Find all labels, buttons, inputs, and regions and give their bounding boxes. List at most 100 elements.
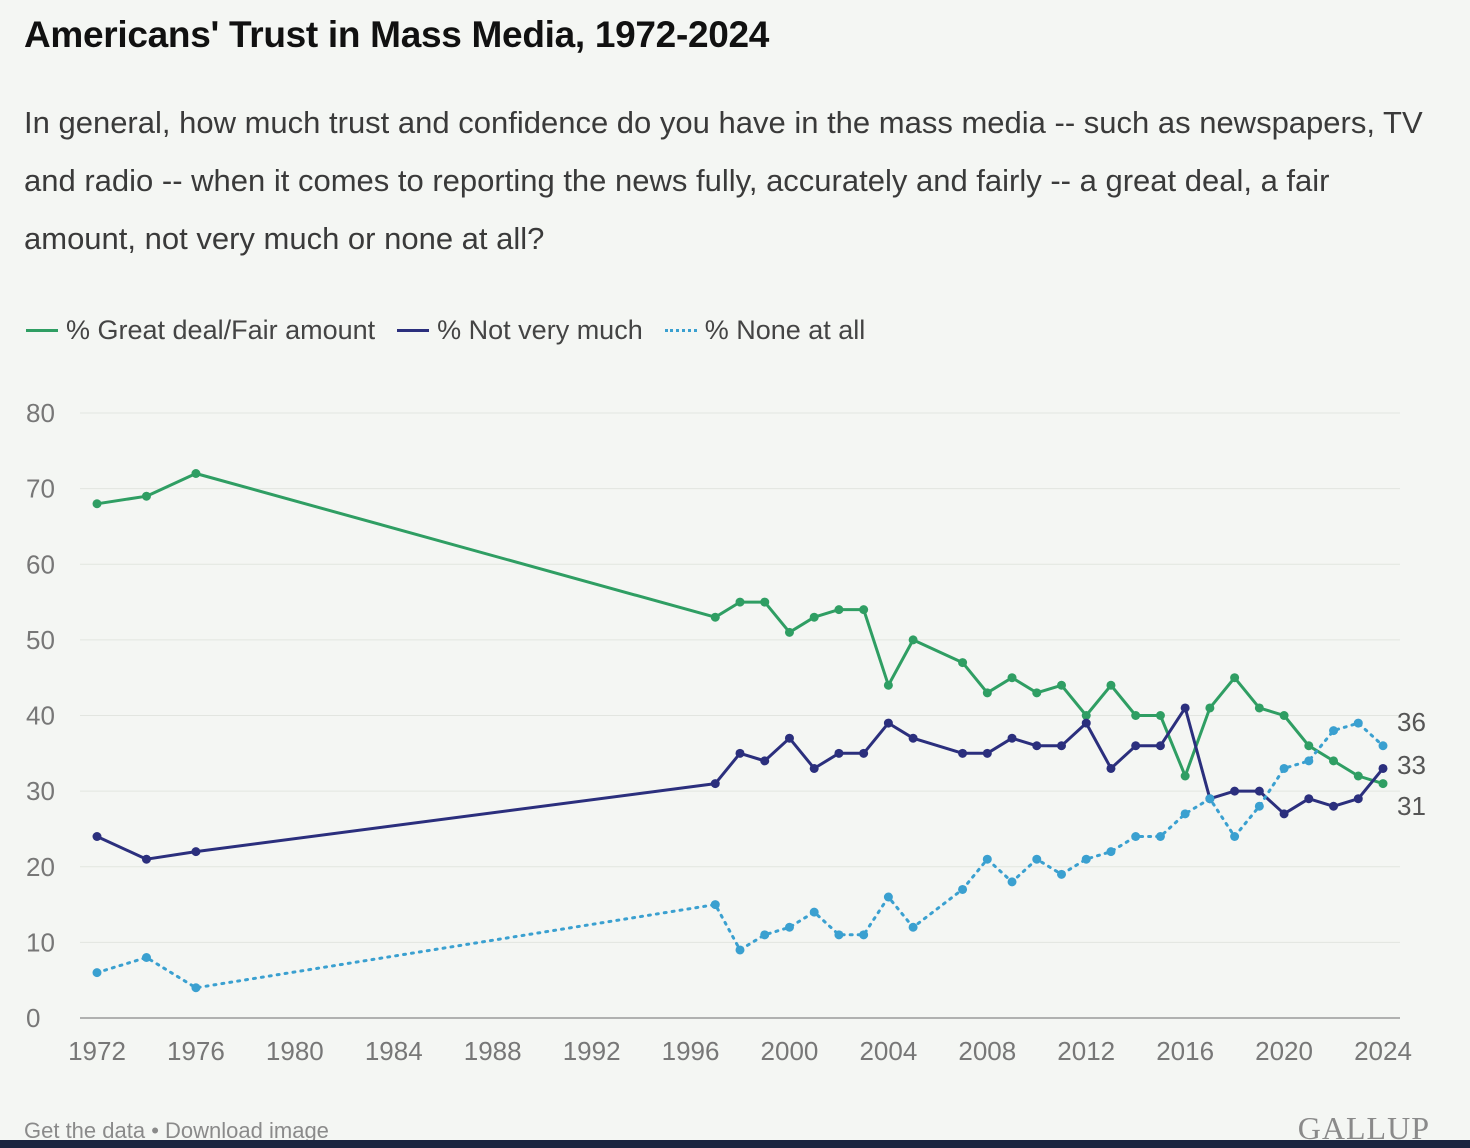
point-great-deal-1972	[92, 499, 102, 509]
legend-label-none-at-all: % None at all	[704, 314, 866, 345]
y-tick-label-30: 30	[26, 776, 55, 806]
y-tick-label-0: 0	[26, 1003, 40, 1033]
point-not-very-much-2007	[958, 748, 968, 758]
chart-subtitle: In general, how much trust and confidenc…	[24, 105, 1423, 256]
series-line-great-deal	[96, 472, 1384, 786]
point-none-at-all-2020	[1279, 763, 1289, 773]
get-data-link[interactable]: Get the data	[24, 1118, 146, 1143]
legend-item-none-at-all: % None at all	[664, 314, 866, 346]
point-not-very-much-2022	[1329, 801, 1339, 811]
point-not-very-much-2016	[1180, 703, 1190, 713]
point-none-at-all-1976	[191, 983, 201, 993]
download-image-link[interactable]: Download image	[165, 1118, 329, 1143]
y-tick-label-50: 50	[26, 625, 55, 655]
point-not-very-much-2003	[859, 748, 869, 758]
point-not-very-much-2021	[1304, 794, 1314, 804]
legend-label-great-deal: % Great deal/Fair amount	[66, 314, 376, 345]
point-none-at-all-2009	[1007, 877, 1017, 887]
legend-label-not-very-much: % Not very much	[437, 314, 643, 345]
point-great-deal-2021	[1304, 741, 1314, 751]
point-none-at-all-2024	[1378, 741, 1388, 751]
point-none-at-all-1998	[735, 945, 745, 955]
point-not-very-much-2024	[1378, 763, 1388, 773]
point-great-deal-2013	[1106, 680, 1116, 690]
point-great-deal-2018	[1230, 673, 1240, 683]
point-great-deal-2005	[908, 635, 918, 645]
footer-separator: •	[151, 1118, 159, 1143]
legend: % Great deal/Fair amount % Not very much…	[26, 310, 865, 350]
point-great-deal-2016	[1180, 771, 1190, 781]
point-not-very-much-1999	[760, 756, 770, 766]
point-great-deal-2022	[1329, 756, 1339, 766]
point-great-deal-1997	[710, 612, 720, 622]
x-tick-label-1976: 1976	[167, 1036, 225, 1066]
point-not-very-much-2005	[908, 733, 918, 743]
point-great-deal-2017	[1205, 703, 1215, 713]
point-none-at-all-2012	[1081, 854, 1091, 864]
point-great-deal-1998	[735, 597, 745, 607]
legend-item-great-deal: % Great deal/Fair amount	[26, 315, 375, 346]
x-tick-label-2000: 2000	[761, 1036, 819, 1066]
point-none-at-all-2000	[784, 922, 794, 932]
x-tick-label-1984: 1984	[365, 1036, 423, 1066]
point-not-very-much-1972	[92, 832, 102, 841]
point-great-deal-1974	[141, 491, 151, 501]
point-great-deal-2000	[784, 627, 794, 637]
point-great-deal-2004	[883, 680, 893, 690]
point-great-deal-2024	[1378, 779, 1388, 789]
point-great-deal-2019	[1254, 703, 1264, 713]
legend-swatch-not-very-much	[397, 328, 430, 332]
point-great-deal-2023	[1353, 771, 1363, 781]
point-great-deal-2003	[859, 605, 869, 615]
point-not-very-much-1974	[141, 854, 151, 864]
end-label-none-at-all: 36	[1397, 707, 1426, 737]
point-not-very-much-2004	[883, 718, 893, 728]
point-none-at-all-2004	[883, 892, 893, 902]
end-label-not-very-much: 33	[1397, 750, 1426, 780]
y-tick-label-10: 10	[26, 927, 55, 957]
point-none-at-all-2008	[982, 854, 992, 864]
chart-title: Americans' Trust in Mass Media, 1972-202…	[24, 14, 770, 55]
point-none-at-all-2005	[908, 922, 918, 932]
point-none-at-all-2021	[1304, 756, 1314, 766]
x-tick-label-2004: 2004	[859, 1036, 917, 1066]
line-chart: 0 10 20 30 40 50 60 70 80 1972 1976 1980 1984 1988 199…	[26, 398, 1426, 1066]
x-tick-label-1992: 1992	[563, 1036, 621, 1066]
point-not-very-much-2009	[1007, 733, 1017, 743]
point-none-at-all-1997	[710, 900, 720, 910]
point-none-at-all-2017	[1205, 794, 1215, 804]
point-not-very-much-2020	[1279, 809, 1289, 819]
point-not-very-much-2019	[1254, 786, 1264, 796]
x-tick-label-1988: 1988	[464, 1036, 522, 1066]
footer-links: Get the data • Download image	[24, 1118, 329, 1144]
point-none-at-all-2002	[834, 930, 844, 940]
x-tick-label-2016: 2016	[1156, 1036, 1214, 1066]
legend-swatch-great-deal	[26, 328, 58, 332]
point-none-at-all-2013	[1106, 847, 1116, 857]
point-great-deal-1999	[760, 597, 770, 607]
point-great-deal-2011	[1057, 680, 1066, 690]
point-none-at-all-1972	[92, 968, 102, 978]
y-tick-label-40: 40	[26, 701, 55, 731]
point-great-deal-2012	[1081, 711, 1091, 720]
point-none-at-all-1999	[760, 930, 770, 940]
x-tick-label-2020: 2020	[1255, 1036, 1313, 1066]
point-great-deal-1976	[191, 469, 201, 478]
point-great-deal-2002	[834, 605, 844, 615]
legend-item-not-very-much: % Not very much	[397, 315, 643, 346]
point-none-at-all-2015	[1155, 832, 1165, 841]
x-tick-label-2012: 2012	[1057, 1036, 1115, 1066]
x-tick-label-1980: 1980	[266, 1036, 324, 1066]
point-not-very-much-2000	[784, 733, 794, 743]
point-none-at-all-2018	[1230, 832, 1240, 841]
legend-swatch-none-at-all	[664, 328, 697, 332]
x-tick-label-1972: 1972	[68, 1036, 126, 1066]
point-great-deal-2014	[1131, 711, 1141, 720]
point-none-at-all-2022	[1329, 726, 1339, 736]
point-great-deal-2001	[809, 612, 819, 622]
y-tick-label-80: 80	[26, 398, 55, 428]
point-not-very-much-2001	[809, 763, 819, 773]
y-tick-label-70: 70	[26, 474, 55, 504]
point-none-at-all-2010	[1032, 854, 1042, 864]
point-not-very-much-2015	[1155, 741, 1165, 751]
